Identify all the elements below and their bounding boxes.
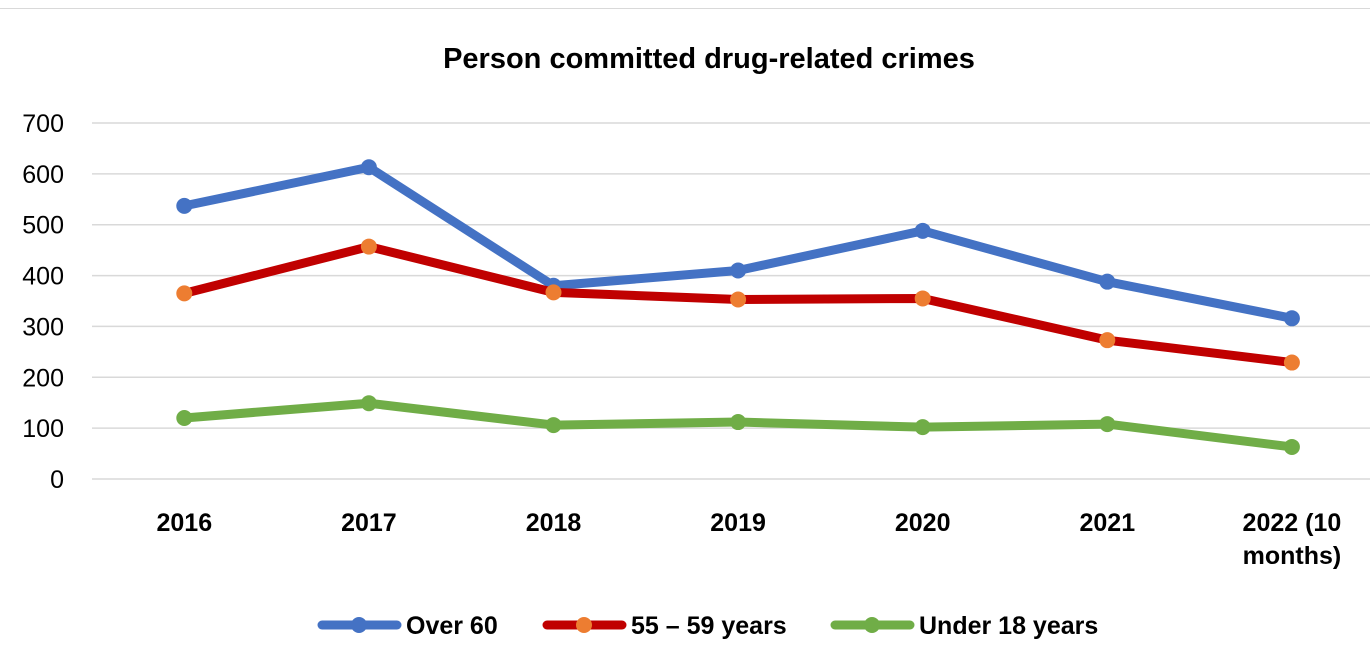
x-tick-label: 2016 (156, 509, 212, 537)
data-point (914, 222, 931, 239)
data-point (730, 262, 747, 279)
data-point (176, 197, 193, 214)
x-tick-label: 2017 (341, 509, 397, 537)
data-point (1283, 438, 1300, 455)
data-point (176, 285, 193, 302)
data-point (1099, 273, 1116, 290)
data-point (1283, 354, 1300, 371)
data-point (914, 290, 931, 307)
chart-border (0, 8, 1370, 9)
data-point (360, 238, 377, 255)
data-point (914, 419, 931, 436)
data-point (1099, 332, 1116, 349)
x-tick-label: 2018 (526, 509, 582, 537)
data-point (545, 284, 562, 301)
legend-marker (576, 617, 592, 633)
data-point (1099, 416, 1116, 433)
x-tick-label: 2019 (710, 509, 766, 537)
data-point (360, 395, 377, 412)
legend-label: Over 60 (406, 612, 498, 640)
legend-marker (351, 617, 367, 633)
x-tick-label: months) (1243, 542, 1342, 570)
data-point (730, 291, 747, 308)
y-tick-label: 100 (22, 415, 64, 443)
y-tick-label: 400 (22, 263, 64, 291)
y-tick-label: 600 (22, 161, 64, 189)
legend-label: Under 18 years (919, 612, 1098, 640)
y-tick-label: 700 (22, 110, 64, 138)
data-point (1283, 310, 1300, 327)
y-tick-label: 300 (22, 313, 64, 341)
x-tick-label: 2020 (895, 509, 951, 537)
chart-title: Person committed drug-related crimes (443, 43, 975, 75)
x-tick-label: 2022 (10 (1243, 509, 1342, 537)
y-tick-label: 200 (22, 364, 64, 392)
y-tick-label: 0 (50, 466, 64, 494)
legend-label: 55 – 59 years (631, 612, 787, 640)
legend-marker (864, 617, 880, 633)
data-point (730, 414, 747, 431)
data-point (545, 417, 562, 434)
data-point (360, 159, 377, 176)
x-tick-label: 2021 (1079, 509, 1135, 537)
data-point (176, 409, 193, 426)
y-tick-label: 500 (22, 212, 64, 240)
